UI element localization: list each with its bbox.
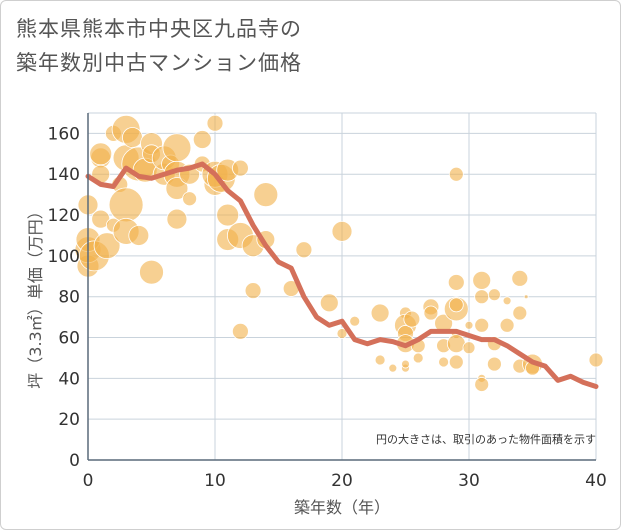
x-tick-label: 40 [585, 471, 607, 491]
data-bubble [512, 305, 528, 321]
data-bubble [588, 352, 604, 368]
data-bubble [523, 294, 529, 300]
data-bubble [403, 310, 421, 328]
data-bubble [370, 303, 390, 323]
grid-lines [88, 112, 597, 460]
x-tick-label: 0 [83, 471, 94, 491]
data-bubble [139, 259, 164, 285]
y-tick-label: 60 [58, 329, 80, 349]
data-bubble [448, 297, 464, 313]
data-bubble [511, 269, 529, 287]
data-bubble [447, 274, 465, 291]
data-bubble [165, 177, 189, 200]
data-bubble [319, 293, 339, 313]
y-axis-label: 坪（3.3㎡）単価（万円） [26, 203, 45, 388]
x-tick-label: 30 [458, 471, 480, 491]
x-tick-label: 10 [204, 471, 226, 491]
data-bubble [336, 328, 348, 339]
data-bubble [231, 323, 249, 340]
y-tick-label: 140 [48, 165, 80, 185]
data-bubble [462, 341, 476, 355]
data-bubble [388, 363, 398, 373]
data-bubble [474, 317, 490, 333]
data-bubble [216, 203, 240, 227]
data-bubble [122, 127, 143, 148]
data-bubble [448, 354, 464, 370]
data-bubble [162, 133, 192, 163]
data-bubble [502, 296, 512, 306]
average-price-line [85, 161, 599, 389]
data-bubble [244, 282, 262, 299]
data-bubble [464, 320, 474, 330]
data-bubble [487, 288, 501, 302]
data-bubble [331, 220, 353, 242]
size-note: 円の大きさは、取引のあった物件面積を示す [376, 432, 596, 446]
chart-title-line2: 築年数別中古マンション価格 [16, 51, 302, 75]
y-tick-label: 120 [48, 206, 80, 226]
data-bubble [472, 270, 492, 290]
data-bubble [349, 315, 361, 327]
data-bubble [253, 182, 279, 208]
y-tick-label: 160 [48, 124, 80, 144]
data-bubble [486, 356, 502, 372]
data-bubble [401, 359, 410, 369]
data-bubble [108, 187, 144, 223]
data-bubble [438, 356, 450, 368]
data-bubble [231, 159, 249, 177]
axes [87, 113, 596, 461]
y-tick-label: 20 [58, 410, 80, 430]
x-axis-label: 築年数（年） [294, 498, 390, 517]
data-bubble [474, 289, 490, 305]
data-bubble [295, 241, 313, 259]
data-bubble [474, 377, 490, 392]
data-bubble [166, 208, 188, 230]
data-bubble [182, 191, 198, 207]
bubble-layer [74, 114, 604, 392]
x-tick-label: 20 [331, 471, 353, 491]
data-bubble [192, 130, 212, 149]
y-tick-label: 80 [58, 288, 80, 308]
data-bubble [446, 334, 466, 354]
y-tick-label: 0 [69, 451, 80, 471]
y-tick-label: 100 [48, 247, 80, 267]
tick-labels: 0 10 20 30 40 0 20 40 60 80 100 120 140 160 [48, 124, 607, 491]
data-bubble [93, 232, 121, 260]
data-bubble [128, 225, 150, 246]
y-tick-label: 40 [58, 369, 80, 389]
data-bubble [448, 166, 464, 182]
chart-title-line1: 熊本県熊本市中央区九品寺の [16, 17, 302, 41]
data-bubble [206, 114, 224, 132]
data-bubble [89, 142, 113, 166]
data-bubble [499, 317, 515, 333]
data-bubble [423, 305, 439, 321]
data-bubble [374, 354, 386, 366]
chart-title: 熊本県熊本市中央区九品寺の 築年数別中古マンション価格 [16, 12, 302, 80]
data-bubble [412, 352, 424, 364]
